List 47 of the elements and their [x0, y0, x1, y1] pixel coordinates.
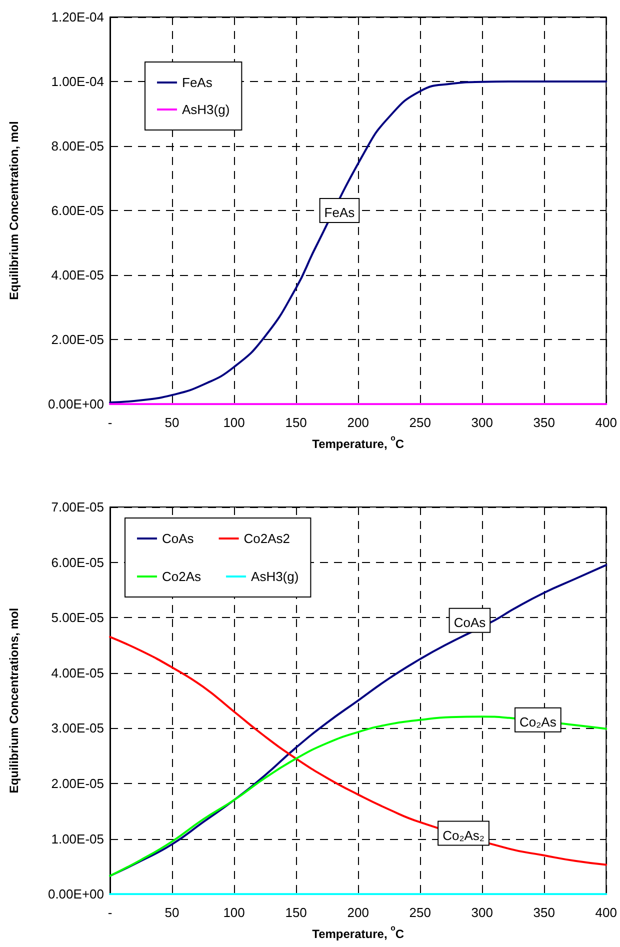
y-axis-title: Equilibrium Concentrations, mol — [7, 608, 21, 794]
x-tick-label: 150 — [285, 415, 307, 430]
x-tick-label: 100 — [223, 905, 245, 920]
y-tick-label: 1.00E-04 — [51, 74, 104, 90]
y-tick-label: 8.00E-05 — [51, 138, 104, 154]
y-tick-label: 1.00E-05 — [51, 831, 104, 846]
y-tick-label: 1.20E-04 — [51, 10, 104, 24]
x-tick-label: 250 — [409, 905, 431, 920]
legend-label: AsH3(g) — [182, 102, 230, 117]
annotation: Co₂As₂ — [442, 828, 484, 843]
x-tick-label: - — [108, 415, 112, 430]
x-tick-label: 350 — [533, 415, 555, 430]
x-tick-label: 350 — [533, 905, 555, 920]
x-tick-label: - — [108, 905, 112, 920]
annotation: FeAs — [324, 205, 356, 220]
y-tick-label: 6.00E-05 — [51, 203, 104, 218]
legend-label: FeAs — [182, 75, 213, 90]
x-tick-label: 100 — [223, 415, 245, 430]
y-tick-label: 3.00E-05 — [51, 720, 104, 736]
y-tick-label: 2.00E-05 — [51, 776, 104, 791]
x-tick-label: 200 — [347, 415, 369, 430]
x-tick-label: 250 — [409, 415, 431, 430]
x-tick-label: 50 — [164, 415, 180, 430]
x-tick-label: 150 — [285, 905, 307, 920]
legend-label: CoAs — [162, 531, 194, 546]
y-tick-label: 6.00E-05 — [51, 554, 104, 570]
annotation: CoAs — [454, 614, 486, 630]
y-tick-label: 4.00E-05 — [51, 268, 104, 283]
y-tick-label: 2.00E-05 — [51, 332, 104, 348]
legend-label: Co2As — [162, 569, 202, 584]
y-tick-label: 5.00E-05 — [51, 610, 104, 626]
y-tick-label: 4.00E-05 — [51, 665, 104, 680]
y-tick-label: 0.00E+00 — [48, 886, 104, 902]
legend-label: Co2As2 — [244, 531, 290, 546]
x-tick-label: 400 — [595, 415, 618, 430]
x-tick-label: 200 — [347, 905, 369, 920]
x-tick-label: 300 — [471, 415, 493, 430]
legend-label: AsH3(g) — [251, 569, 299, 584]
y-tick-label: 7.00E-05 — [51, 500, 104, 514]
x-tick-label: 300 — [471, 905, 493, 920]
line-series — [109, 716, 608, 877]
y-axis-title: Equilibrium Concentration, mol — [7, 121, 21, 300]
x-tick-label: 400 — [595, 905, 618, 920]
line-series — [109, 636, 608, 866]
x-tick-label: 50 — [164, 905, 180, 920]
y-tick-label: 0.00E+00 — [48, 396, 104, 412]
annotation: Co₂As — [520, 714, 557, 730]
